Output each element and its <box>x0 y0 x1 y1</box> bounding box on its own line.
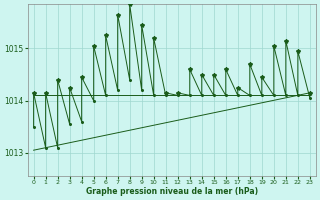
X-axis label: Graphe pression niveau de la mer (hPa): Graphe pression niveau de la mer (hPa) <box>86 187 258 196</box>
